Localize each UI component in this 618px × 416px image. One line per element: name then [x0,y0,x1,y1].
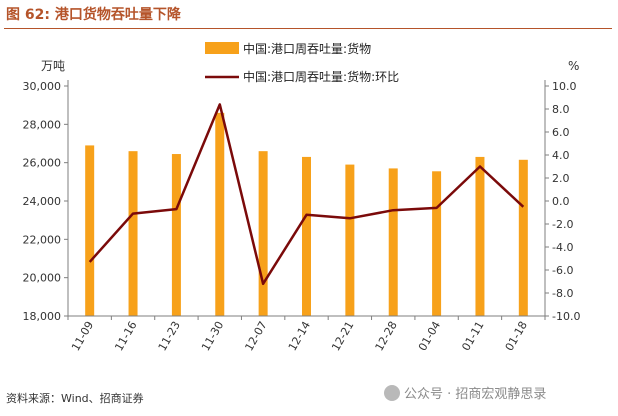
x-axis-tick-label: 11-09 [69,319,96,353]
legend-bar-swatch [205,42,239,54]
bar [258,151,268,316]
right-axis-tick-label: -2.0 [552,218,573,231]
x-axis-tick-label: 11-30 [199,319,226,353]
bar [345,164,355,316]
left-axis-tick-label: 24,000 [23,195,62,208]
right-axis-tick-label: -10.0 [552,310,580,323]
left-axis-tick-label: 22,000 [23,233,62,246]
wechat-icon [384,385,400,401]
right-axis-tick-label: 4.0 [552,149,570,162]
bar [475,156,485,316]
right-axis-tick-label: -4.0 [552,241,573,254]
line-series [88,103,525,286]
right-axis-tick-label: 0.0 [552,195,570,208]
x-axis-tick-label: 12-07 [242,319,269,353]
source-note: 资料来源：Wind、招商证券 [6,392,144,405]
right-axis-tick-label: 6.0 [552,126,570,139]
left-axis-tick-label: 30,000 [23,80,62,93]
chart: 18,000 20,000 22,000 24,000 26,000 28,000 30,0… [23,41,581,353]
right-axis-unit: % [568,59,579,73]
x-axis-tick-label: 01-04 [416,319,443,353]
right-axis-tick-label: 10.0 [552,80,577,93]
figure-title: 图 62: 港口货物吞吐量下降 [6,7,181,23]
series-line [88,103,525,286]
x-axis-tick-label: 01-18 [503,319,530,353]
bar [518,159,528,316]
right-axis-tick-label: 2.0 [552,172,570,185]
left-axis-tick-label: 26,000 [23,157,62,170]
left-axis-unit: 万吨 [41,59,65,73]
left-axis-tick-label: 18,000 [23,310,62,323]
x-axis-tick-label: 12-21 [329,319,356,353]
legend-bar-label: 中国:港口周吞吐量:货物 [243,41,371,56]
x-axis-tick-label: 12-28 [373,319,400,353]
x-axis-tick-label: 12-14 [286,319,313,353]
x-axis-tick-label: 11-23 [156,319,183,353]
left-axis-tick-label: 20,000 [23,272,62,285]
bar [171,154,181,316]
left-axis-tick-label: 28,000 [23,118,62,131]
bar [388,168,398,316]
bar [432,171,442,316]
bar [302,156,311,316]
watermark-text: 公众号 · 招商宏观静思录 [404,387,547,402]
left-axis: 18,000 20,000 22,000 24,000 26,000 28,000 30,0… [23,80,69,323]
right-axis-tick-label: -8.0 [552,287,573,300]
right-axis-tick-label: 8.0 [552,103,570,116]
x-axis-tick-label: 01-11 [459,319,486,353]
right-axis: -10.0 -8.0 -6.0 -4.0 -2.0 0.0 2.0 4.0 6.0 8.0 10.0 [544,80,580,323]
legend-line-label: 中国:港口周吞吐量:货物:环比 [243,69,399,84]
legend: 中国:港口周吞吐量:货物 中国:港口周吞吐量:货物:环比 [205,41,399,84]
bar [128,151,138,316]
title-divider [4,28,612,29]
bar [85,145,95,316]
bar [215,112,225,316]
x-axis: 11-09 11-16 11-23 11-30 12-07 12-14 12-21 12-28… [67,315,546,353]
bar-series [85,112,528,316]
watermark: 公众号 · 招商宏观静思录 [384,383,546,402]
right-axis-tick-label: -6.0 [552,264,573,277]
x-axis-tick-label: 11-16 [112,319,139,353]
